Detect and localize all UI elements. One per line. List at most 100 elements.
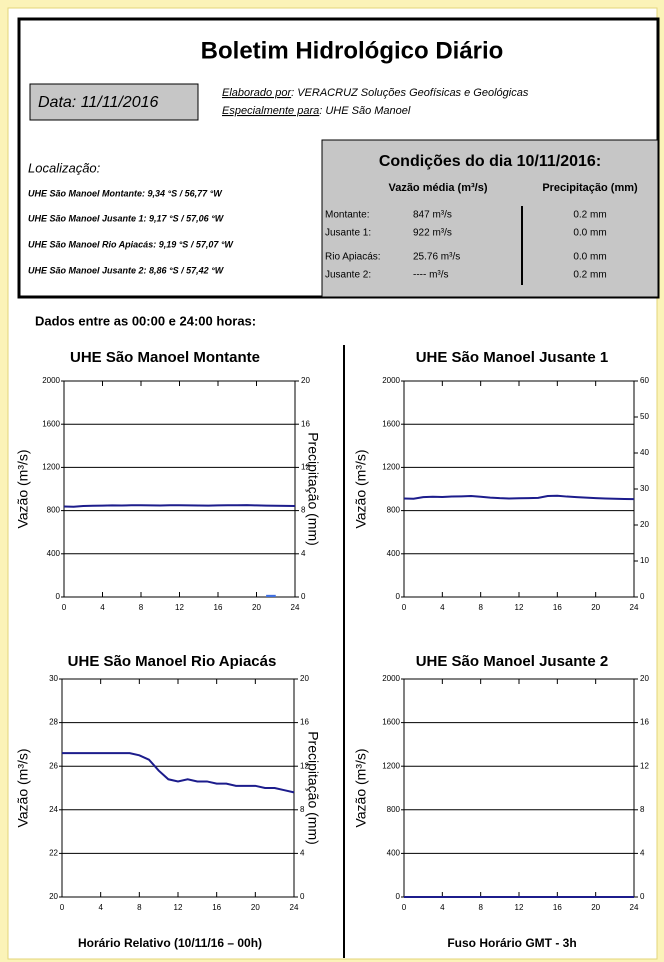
x-tick-label: 4 [440,903,445,912]
loc-line: UHE São Manoel Jusante 2: 8,86 °S / 57,4… [28,265,225,275]
y-tick-label: 1200 [382,463,400,472]
y2-tick-label: 16 [301,419,310,428]
y2-label: Precipitação (mm) [305,731,321,845]
y2-tick-label: 16 [300,718,309,727]
cond-precip: 0.2 mm [573,210,606,221]
cond-col: Vazão média (m³/s) [388,182,487,194]
x-tick-label: 0 [402,603,407,612]
y-label: Vazão (m³/s) [15,748,31,827]
elaborado-value: : VERACRUZ Soluções Geofísicas e Geológi… [291,87,529,99]
y-tick-label: 1600 [382,718,400,727]
elaborado: Elaborado por: VERACRUZ Soluções Geofísi… [222,87,529,99]
y-tick-label: 800 [387,805,401,814]
y-tick-label: 400 [387,849,401,858]
plot-frame [61,678,295,898]
plot-frame [403,380,635,598]
y2-tick-label: 4 [300,849,305,858]
y2-tick-label: 20 [640,674,649,683]
x-tick-label: 0 [62,603,67,612]
cond-precip: 0.2 mm [573,270,606,281]
date-box [29,83,199,121]
x-tick-label: 8 [478,903,483,912]
y2-tick-label: 12 [301,463,310,472]
x-tick-label: 20 [591,603,600,612]
x-tick-label: 24 [630,903,639,912]
loc-title: Localização: [28,160,101,175]
x-tick-label: 4 [100,603,105,612]
y-tick-label: 0 [396,592,401,601]
cond-flow: 922 m³/s [413,228,452,239]
x-tick-label: 16 [553,603,562,612]
y-tick-label: 1600 [382,419,400,428]
y2-tick-label: 40 [640,448,649,457]
y2-tick-label: 30 [640,484,649,493]
plot-frame [63,380,296,598]
x-tick-label: 20 [591,903,600,912]
y-tick-label: 800 [387,506,401,515]
y-tick-label: 24 [49,805,58,814]
loc-line: UHE São Manoel Montante: 9,34 °S / 56,77… [28,188,223,198]
elaborado-label: Elaborado por [222,87,292,99]
x-tick-label: 8 [139,603,144,612]
cond-precip: 0.0 mm [573,252,606,263]
cond-station: Jusante 2: [325,270,371,281]
y-tick-label: 1200 [382,761,400,770]
y2-tick-label: 10 [640,556,649,565]
x-tick-label: 24 [290,903,299,912]
y-tick-label: 0 [396,892,401,901]
y-label: Vazão (m³/s) [353,748,369,827]
y-tick-label: 2000 [382,674,400,683]
y2-tick-label: 60 [640,376,649,385]
x-tick-label: 12 [515,903,524,912]
y2-tick-label: 0 [300,892,305,901]
date: Data: 11/11/2016 [38,94,158,111]
cond-precip: 0.0 mm [573,228,606,239]
y-tick-label: 26 [49,761,58,770]
y-tick-label: 400 [387,549,401,558]
cond-title: Condições do dia 10/11/2016: [379,153,601,170]
y-tick-label: 0 [56,592,61,601]
y-tick-label: 22 [49,849,58,858]
x-tick-label: 16 [553,903,562,912]
precip-bar [266,594,276,597]
x-tick-label: 0 [402,903,407,912]
cond-col: Precipitação (mm) [542,182,638,194]
y-tick-label: 28 [49,718,58,727]
y2-tick-label: 4 [301,549,306,558]
x-tick-label: 8 [137,903,142,912]
cond-station: Montante: [325,210,369,221]
x-tick-label: 20 [252,603,261,612]
x-tick-label: 16 [212,903,221,912]
y2-tick-label: 50 [640,412,649,421]
loc-line: UHE São Manoel Jusante 1: 9,17 °S / 57,0… [28,213,225,223]
y2-tick-label: 20 [300,674,309,683]
cond-flow: 847 m³/s [413,210,452,221]
loc-line: UHE São Manoel Rio Apiacás: 9,19 °S / 57… [28,239,234,249]
y-tick-label: 20 [49,892,58,901]
x-tick-label: 24 [630,603,639,612]
footer-left: Horário Relativo (10/11/16 – 00h) [78,936,262,950]
title: Boletim Hidrológico Diário [201,37,504,64]
y-tick-label: 1200 [42,463,60,472]
x-tick-label: 16 [214,603,223,612]
y2-tick-label: 8 [300,805,305,814]
cond-flow: 25.76 m³/s [413,252,460,263]
especialmente-value: : UHE São Manoel [319,105,411,117]
cond-flow: ---- m³/s [413,270,449,281]
cond-station: Rio Apiacás: [325,252,381,263]
y-tick-label: 400 [47,549,61,558]
x-tick-label: 12 [515,603,524,612]
x-tick-label: 8 [478,603,483,612]
y-tick-label: 2000 [42,376,60,385]
y2-tick-label: 8 [640,805,645,814]
x-tick-label: 24 [291,603,300,612]
x-tick-label: 4 [440,603,445,612]
y2-tick-label: 20 [640,520,649,529]
y2-tick-label: 16 [640,718,649,727]
y-tick-label: 1600 [42,419,60,428]
y2-label: Precipitação (mm) [305,432,321,546]
y2-tick-label: 0 [640,592,645,601]
y-tick-label: 2000 [382,376,400,385]
dados-label: Dados entre as 00:00 e 24:00 horas: [35,313,256,328]
